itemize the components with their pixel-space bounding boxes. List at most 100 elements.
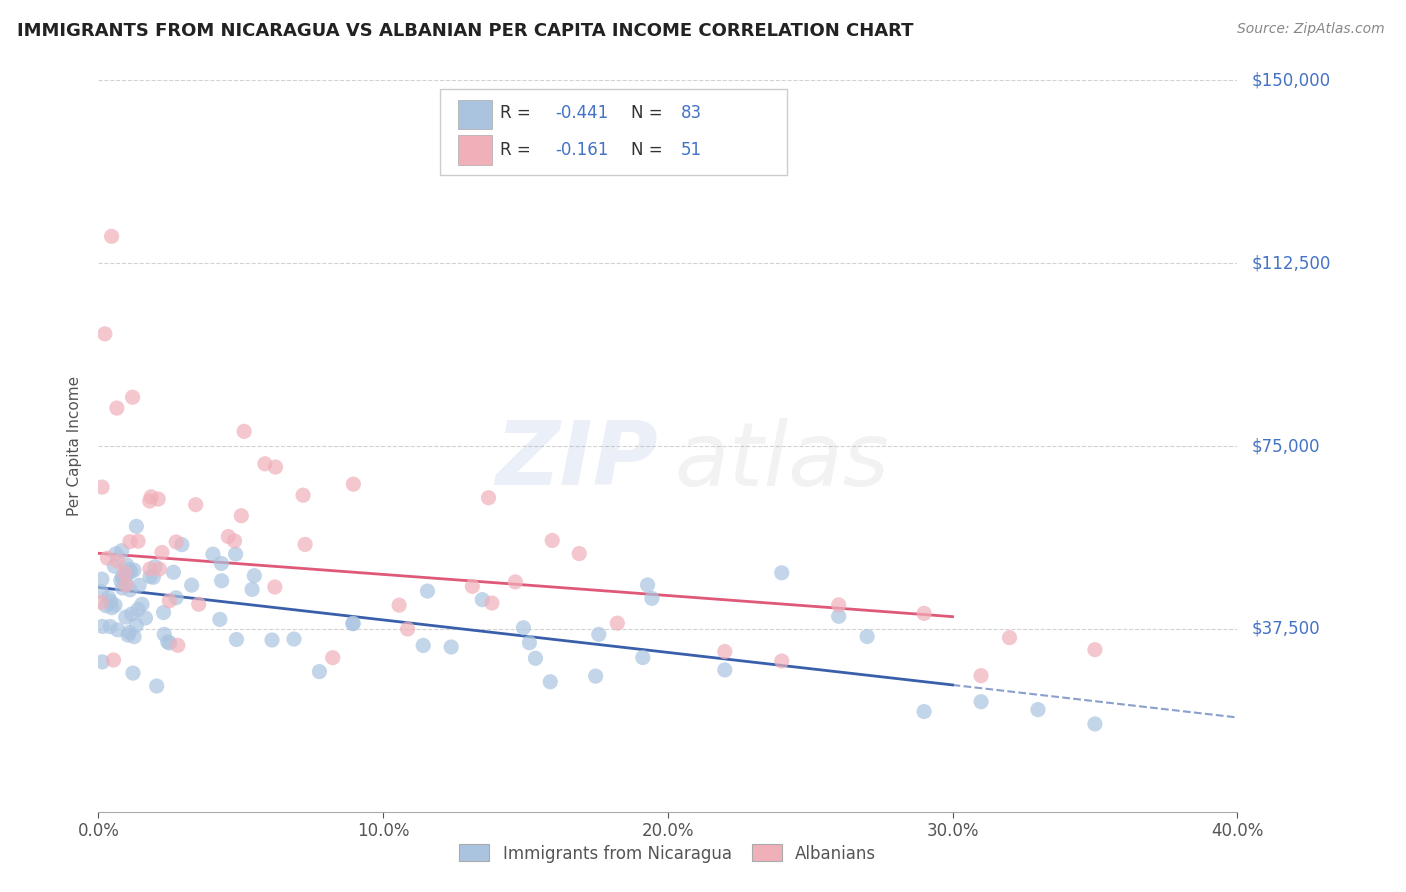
Point xyxy=(159,636,181,650)
Point xyxy=(641,591,664,606)
Text: $150,000: $150,000 xyxy=(1251,71,1330,89)
Point xyxy=(263,580,285,594)
Point xyxy=(94,326,117,341)
Point xyxy=(233,425,256,439)
Point xyxy=(541,533,564,548)
Point xyxy=(107,554,129,568)
Point xyxy=(156,635,179,649)
Point xyxy=(104,598,127,612)
Point xyxy=(588,627,610,641)
Point xyxy=(1026,703,1049,717)
Point xyxy=(970,695,993,709)
Point xyxy=(103,559,125,574)
Point xyxy=(180,578,202,592)
Point xyxy=(165,591,187,605)
FancyBboxPatch shape xyxy=(458,136,492,164)
Point xyxy=(166,638,188,652)
Point xyxy=(264,460,287,475)
Point xyxy=(111,543,134,558)
Text: R =: R = xyxy=(501,104,537,122)
Point xyxy=(128,578,150,592)
Point xyxy=(211,574,233,588)
Point xyxy=(294,537,316,551)
Point xyxy=(122,666,145,681)
Point xyxy=(103,653,125,667)
Point xyxy=(1084,642,1107,657)
Point xyxy=(142,570,165,584)
Point xyxy=(770,566,793,580)
Point xyxy=(122,630,145,644)
Point xyxy=(118,534,141,549)
Point xyxy=(139,569,162,583)
Point xyxy=(440,640,463,654)
Point xyxy=(90,584,112,599)
Point xyxy=(322,650,344,665)
Point xyxy=(412,639,434,653)
Point xyxy=(117,628,139,642)
Point xyxy=(100,594,122,608)
Point xyxy=(912,705,935,719)
Point xyxy=(114,610,136,624)
Point xyxy=(150,545,173,559)
Point xyxy=(606,616,628,631)
Point xyxy=(134,611,156,625)
Point xyxy=(118,625,141,640)
Y-axis label: Per Capita Income: Per Capita Income xyxy=(67,376,83,516)
Point xyxy=(118,562,141,576)
Point xyxy=(225,632,247,647)
Point xyxy=(260,632,283,647)
Text: Source: ZipAtlas.com: Source: ZipAtlas.com xyxy=(1237,22,1385,37)
Point xyxy=(243,568,266,582)
Point xyxy=(148,562,170,576)
Point xyxy=(152,606,174,620)
Point xyxy=(100,229,122,244)
Point xyxy=(240,582,263,597)
Point xyxy=(512,621,534,635)
Point xyxy=(585,669,607,683)
Point xyxy=(122,563,145,577)
Point xyxy=(143,559,166,574)
Point xyxy=(121,607,143,621)
Point xyxy=(105,401,128,415)
Point xyxy=(91,619,114,633)
Point xyxy=(828,598,851,612)
Point xyxy=(970,668,993,682)
Text: 51: 51 xyxy=(681,141,702,159)
Text: N =: N = xyxy=(631,141,668,159)
Text: atlas: atlas xyxy=(675,417,889,504)
Text: $75,000: $75,000 xyxy=(1251,437,1320,455)
Point xyxy=(162,566,184,580)
Point xyxy=(170,538,193,552)
Point xyxy=(101,600,124,615)
Point xyxy=(115,567,138,582)
Point xyxy=(111,581,134,595)
Point xyxy=(225,547,247,561)
Point xyxy=(538,674,561,689)
Point xyxy=(120,565,142,579)
Point xyxy=(138,494,160,508)
Point xyxy=(165,535,187,549)
Point xyxy=(209,557,232,571)
Point xyxy=(856,630,879,644)
Point xyxy=(342,616,364,631)
Point xyxy=(637,578,659,592)
Point xyxy=(110,574,132,588)
Point xyxy=(145,679,167,693)
Point xyxy=(153,627,176,641)
Point xyxy=(292,488,315,502)
Legend: Immigrants from Nicaragua, Albanians: Immigrants from Nicaragua, Albanians xyxy=(453,838,883,869)
Point xyxy=(90,572,112,586)
Text: -0.161: -0.161 xyxy=(555,141,609,159)
Point xyxy=(201,547,224,561)
Point xyxy=(505,574,527,589)
Point xyxy=(253,457,276,471)
Text: N =: N = xyxy=(631,104,668,122)
Point xyxy=(477,491,499,505)
Point xyxy=(107,623,129,637)
Point xyxy=(828,609,851,624)
Point xyxy=(568,547,591,561)
Text: $37,500: $37,500 xyxy=(1251,620,1320,638)
Point xyxy=(125,519,148,533)
Point xyxy=(91,655,114,669)
Text: 83: 83 xyxy=(681,104,702,122)
